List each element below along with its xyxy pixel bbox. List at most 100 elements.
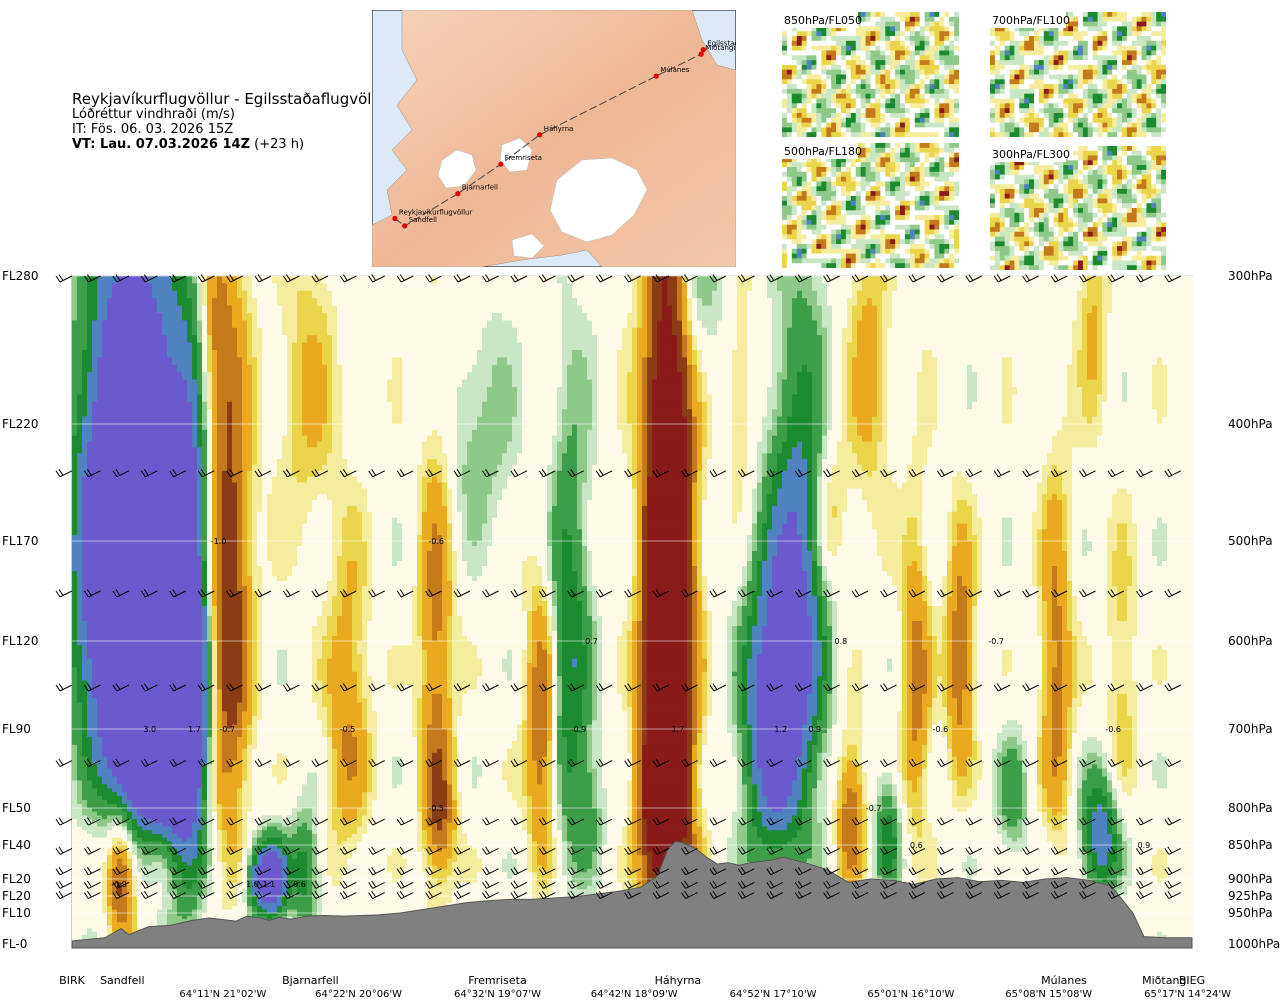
mini-map-cell: [1156, 222, 1162, 228]
mini-map-cell: [919, 122, 926, 128]
mini-map-cell: [845, 210, 852, 216]
mini-map-cell: [934, 248, 940, 255]
mini-map-cell: [782, 113, 788, 119]
mini-map-cell: [890, 55, 896, 61]
mini-map-cell: [1117, 241, 1123, 247]
mini-map-cell: [1122, 127, 1128, 133]
mini-map-cell: [816, 31, 822, 37]
mini-map-cell: [1048, 212, 1055, 219]
field-cell: [107, 811, 113, 816]
mini-map-cell: [1141, 193, 1147, 199]
mini-map-cell: [994, 241, 1001, 247]
field-cell: [92, 616, 98, 622]
mini-map-cell: [1102, 74, 1108, 80]
field-cell: [72, 685, 78, 690]
mini-map-cell: [939, 195, 945, 202]
mini-map-cell: [1131, 31, 1138, 37]
field-cell: [107, 724, 113, 730]
mini-map-cell: [990, 246, 996, 252]
mini-map-cell: [949, 171, 955, 178]
mini-map-cell: [1107, 55, 1113, 61]
mini-map-cell: [1009, 208, 1015, 214]
field-cell: [92, 902, 98, 907]
mini-map-cell: [1063, 250, 1069, 257]
field-cell: [107, 892, 113, 897]
mini-map-cell: [939, 152, 945, 158]
mini-map-cell: [841, 215, 847, 221]
mini-map-cell: [1097, 84, 1103, 90]
mini-map-cell: [1092, 108, 1099, 114]
mini-map-cell: [880, 157, 886, 163]
field-cell: [72, 641, 78, 646]
mini-map-cell: [1004, 64, 1011, 71]
mini-map-cell: [1009, 227, 1015, 233]
mini-map-cell: [1102, 12, 1108, 18]
field-cell: [112, 447, 118, 454]
mini-map-cell: [801, 132, 808, 137]
mini-map-cell: [1024, 160, 1030, 166]
field-cell: [77, 435, 83, 443]
mini-map-cell: [890, 122, 896, 128]
field-cell: [97, 447, 103, 454]
mini-map-cell: [845, 253, 852, 259]
mini-map-cell: [875, 229, 881, 235]
mini-map-cell: [791, 88, 798, 95]
mini-map-cell: [880, 215, 886, 221]
mini-map-cell: [1029, 231, 1035, 238]
field-cell: [87, 606, 93, 612]
field-cell: [97, 872, 103, 877]
field-cell: [92, 707, 98, 712]
field-cell: [102, 906, 108, 911]
mini-map-cell: [914, 64, 921, 71]
mini-map-cell: [860, 157, 867, 163]
field-cell: [102, 868, 108, 873]
field-cell: [92, 879, 98, 883]
mini-map-cell: [934, 12, 940, 18]
mini-map-cell: [1063, 255, 1069, 261]
mini-map-cell: [855, 26, 862, 32]
field-cell: [102, 350, 108, 358]
mini-map-cell: [890, 108, 896, 114]
mini-map-cell: [949, 239, 955, 245]
mini-map-cell: [855, 191, 862, 197]
mini-map-cell: [895, 157, 901, 163]
mini-map-cell: [909, 176, 916, 182]
field-cell: [87, 596, 93, 602]
mini-map-cell: [1087, 222, 1094, 228]
mini-map-cell: [786, 122, 793, 128]
mini-map-cell: [1131, 198, 1138, 204]
field-cell: [72, 401, 78, 410]
mini-map-cell: [1038, 246, 1045, 252]
mini-map-cell: [885, 84, 891, 90]
mini-map-cell: [1102, 117, 1108, 124]
mini-map-cell: [850, 167, 857, 173]
mini-map-cell: [939, 219, 945, 226]
field-cell: [97, 459, 103, 466]
mini-map-cell: [994, 184, 1001, 190]
field-cell: [102, 919, 108, 923]
field-cell: [102, 535, 108, 542]
mini-map-cell: [801, 157, 808, 163]
mini-map-cell: [919, 40, 926, 47]
field-cell: [97, 305, 103, 314]
mini-map-cell: [954, 263, 959, 268]
mini-map-cell: [1102, 64, 1108, 71]
mini-map-cell: [990, 55, 996, 61]
mini-map-cell: [1024, 122, 1030, 128]
mini-map-cell: [1107, 16, 1113, 23]
field-cell: [72, 800, 78, 805]
mini-map-cell: [1043, 60, 1050, 66]
field-cell: [97, 822, 103, 828]
field-cell: [97, 320, 103, 329]
mini-map-cell: [1131, 246, 1138, 252]
field-cell: [87, 435, 93, 443]
mini-map-cell: [870, 64, 876, 71]
mini-map-cell: [1102, 193, 1108, 199]
mini-map-cell: [890, 176, 896, 182]
field-cell: [72, 865, 78, 870]
mini-map-cell: [850, 186, 857, 192]
field-cell: [72, 858, 78, 863]
mini-map-cell: [885, 132, 891, 137]
mini-map-cell: [909, 40, 916, 47]
mini-map-cell: [949, 229, 955, 235]
